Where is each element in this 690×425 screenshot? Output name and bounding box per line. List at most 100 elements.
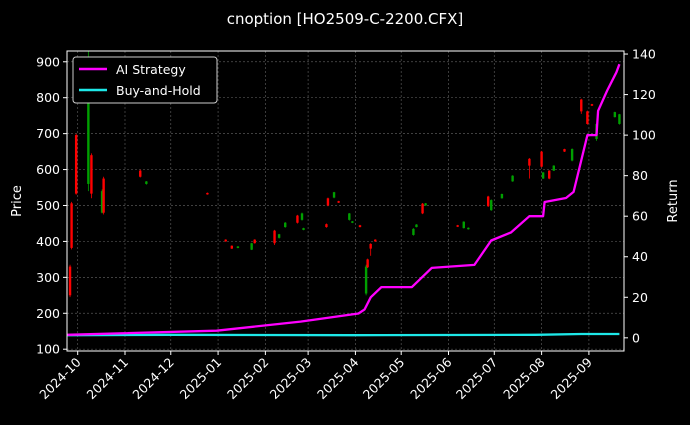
x-tick-label: 2025-07	[453, 355, 501, 403]
y-tick-label-right: 60	[632, 209, 648, 224]
candle-body	[540, 151, 543, 167]
candle-body	[300, 213, 304, 220]
y-tick-label-left: 500	[36, 198, 60, 213]
candle-body	[486, 196, 490, 207]
x-tick-label: 2024-11	[84, 355, 132, 403]
candle-body	[74, 135, 78, 194]
candle-body	[500, 193, 504, 199]
candle-body	[415, 224, 418, 228]
candle-body	[570, 149, 574, 161]
y-tick-label-right: 20	[632, 290, 648, 305]
candle-body	[326, 198, 330, 206]
candle-body	[412, 228, 415, 235]
candle-body	[613, 112, 617, 118]
x-tick-label: 2025-02	[224, 355, 272, 403]
candle-body	[369, 243, 372, 249]
candle-body	[139, 170, 142, 177]
candle-body	[364, 266, 368, 294]
x-tick-label: 2025-06	[407, 354, 455, 402]
candle-body	[145, 181, 148, 184]
y-axis-label-right: Return	[666, 179, 681, 222]
plot-frame	[66, 50, 625, 352]
x-tick-label: 2025-09	[547, 354, 595, 402]
candle-body	[236, 246, 240, 248]
candle-body	[224, 239, 227, 242]
y-tick-label-left: 300	[36, 270, 60, 285]
candle-body	[358, 225, 362, 228]
candle-body	[90, 155, 93, 194]
candles	[68, 51, 621, 298]
candle-body	[541, 172, 545, 179]
candle-body	[250, 243, 253, 250]
candle-body	[366, 259, 369, 268]
candle-body	[618, 114, 621, 124]
candle-body	[374, 239, 377, 242]
x-tick-label: 2025-03	[267, 355, 315, 403]
candle-body	[68, 266, 72, 296]
candle-body	[337, 201, 340, 203]
candle-body	[424, 203, 427, 206]
candle-body	[580, 99, 583, 112]
candle-body	[253, 239, 256, 244]
y-tick-label-right: 120	[632, 87, 656, 102]
y-tick-label-left: 900	[36, 54, 60, 69]
y-tick-label-right: 100	[632, 128, 656, 143]
y-tick-label-left: 200	[36, 306, 60, 321]
y-tick-label-left: 100	[36, 342, 60, 357]
candle-body	[206, 192, 209, 195]
x-tick-label: 2024-12	[129, 355, 177, 403]
series-lines	[66, 63, 621, 337]
legend: AI Strategy Buy-and-Hold	[72, 56, 218, 104]
candle-body	[511, 175, 514, 182]
y-axis-left: 100 200 300 400 500 600 700 800 900	[36, 54, 67, 357]
x-tick-label: 2025-08	[500, 354, 548, 402]
y-tick-label-left: 700	[36, 126, 60, 141]
candle-body	[70, 203, 73, 248]
candle-body	[467, 227, 470, 230]
candle-body	[332, 192, 336, 198]
candle-body	[421, 203, 424, 214]
legend-label-ai: AI Strategy	[116, 62, 186, 77]
legend-box	[72, 56, 218, 104]
candle-body	[462, 221, 465, 229]
x-tick-label: 2024-10	[36, 354, 84, 402]
candle-body	[552, 165, 556, 171]
candle-body	[273, 230, 276, 244]
y-tick-label-right: 0	[632, 330, 640, 345]
candle-body	[284, 222, 287, 228]
candle-body	[586, 111, 589, 124]
x-tick-label: 2025-04	[314, 354, 362, 402]
candle-body	[351, 221, 354, 223]
buy-and-hold-line	[66, 332, 620, 337]
candle-body	[528, 158, 531, 166]
y-tick-label-left: 600	[36, 162, 60, 177]
candle-body	[100, 191, 104, 213]
x-tick-label: 2025-05	[360, 355, 408, 403]
y-axis-label-left: Price	[10, 185, 25, 217]
candle-body	[325, 224, 328, 228]
candle-body	[277, 234, 281, 238]
ai-strategy-line	[66, 63, 621, 336]
y-tick-label-left: 800	[36, 90, 60, 105]
y-tick-label-right: 80	[632, 168, 648, 183]
candle-body	[490, 200, 493, 211]
candle-body	[348, 213, 351, 220]
chart-title: cnoption [HO2509-C-2200.CFX]	[227, 10, 464, 28]
candle-body	[302, 228, 305, 230]
candle-body	[456, 225, 459, 227]
y-axis-right: 0 20 40 60 80 100 120 140	[624, 47, 656, 345]
candle-body	[102, 178, 105, 213]
candle-body	[590, 104, 594, 106]
candle-body	[87, 97, 90, 184]
x-tick-label: 2025-01	[177, 355, 225, 403]
candle-body	[548, 170, 551, 179]
candle-body	[230, 245, 234, 249]
y-tick-label-right: 40	[632, 249, 648, 264]
candle-body	[296, 215, 299, 223]
y-tick-label-right: 140	[632, 47, 656, 62]
candle-body	[563, 149, 566, 152]
legend-label-bh: Buy-and-Hold	[116, 83, 201, 98]
y-tick-label-left: 400	[36, 234, 60, 249]
